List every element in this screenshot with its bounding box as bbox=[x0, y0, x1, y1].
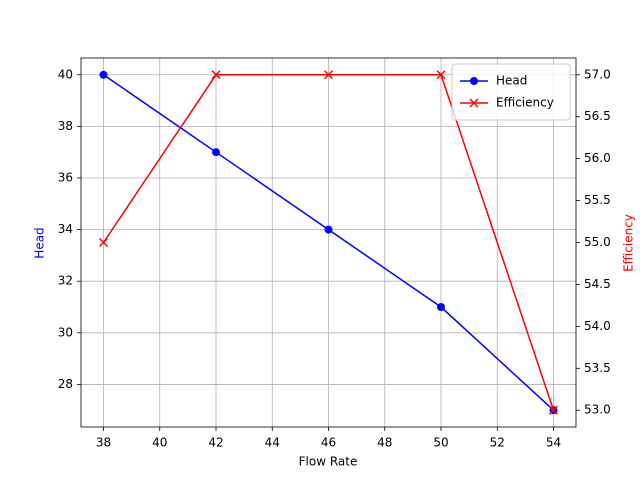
y2-tick-label: 53.5 bbox=[584, 361, 611, 375]
y-axis-label: Head bbox=[33, 227, 47, 258]
y2-tick-label: 55.0 bbox=[584, 235, 611, 249]
point-marker bbox=[99, 70, 108, 79]
x-tick-label: 46 bbox=[321, 436, 336, 450]
legend-box bbox=[451, 63, 571, 121]
plot-frame bbox=[80, 57, 577, 428]
point-marker bbox=[436, 70, 446, 80]
y2-tick-label: 56.5 bbox=[584, 109, 611, 123]
x-tick-label: 38 bbox=[96, 436, 111, 450]
point-marker bbox=[323, 70, 334, 80]
y-tick-label: 38 bbox=[58, 119, 73, 133]
y2-tick-label: 53.0 bbox=[584, 403, 611, 417]
y-tick-label: 32 bbox=[58, 274, 73, 288]
point-marker bbox=[212, 148, 220, 157]
x-axis-label: Flow Rate bbox=[299, 455, 358, 469]
x-tick-label: 54 bbox=[546, 436, 561, 450]
y2-tick-label: 54.0 bbox=[584, 319, 611, 333]
legend-marker bbox=[469, 98, 479, 108]
point-marker bbox=[211, 70, 221, 80]
y-tick-label: 30 bbox=[58, 325, 73, 339]
y-tick-label: 40 bbox=[58, 67, 73, 81]
y2-tick-label: 55.5 bbox=[584, 193, 611, 207]
x-tick-label: 42 bbox=[208, 436, 223, 450]
point-marker bbox=[324, 225, 333, 234]
x-tick-label: 40 bbox=[152, 436, 167, 450]
point-marker bbox=[437, 303, 445, 312]
y2-tick-label: 56.0 bbox=[584, 151, 611, 165]
y2-tick-label: 54.5 bbox=[584, 277, 611, 291]
legend-label: Head bbox=[496, 74, 527, 88]
legend-label: Efficiency bbox=[496, 96, 554, 110]
x-tick-label: 48 bbox=[377, 436, 392, 450]
y-tick-label: 34 bbox=[58, 222, 73, 236]
legend-marker bbox=[470, 77, 478, 85]
x-tick-label: 52 bbox=[490, 436, 505, 450]
x-tick-label: 50 bbox=[433, 436, 448, 450]
y2-axis-label: Efficiency bbox=[622, 214, 636, 272]
y-tick-label: 28 bbox=[58, 377, 73, 391]
point-marker bbox=[548, 405, 559, 415]
y2-tick-label: 57.0 bbox=[584, 67, 611, 81]
y-tick-label: 36 bbox=[58, 170, 73, 184]
point-marker bbox=[98, 237, 109, 248]
x-tick-label: 44 bbox=[265, 436, 280, 450]
